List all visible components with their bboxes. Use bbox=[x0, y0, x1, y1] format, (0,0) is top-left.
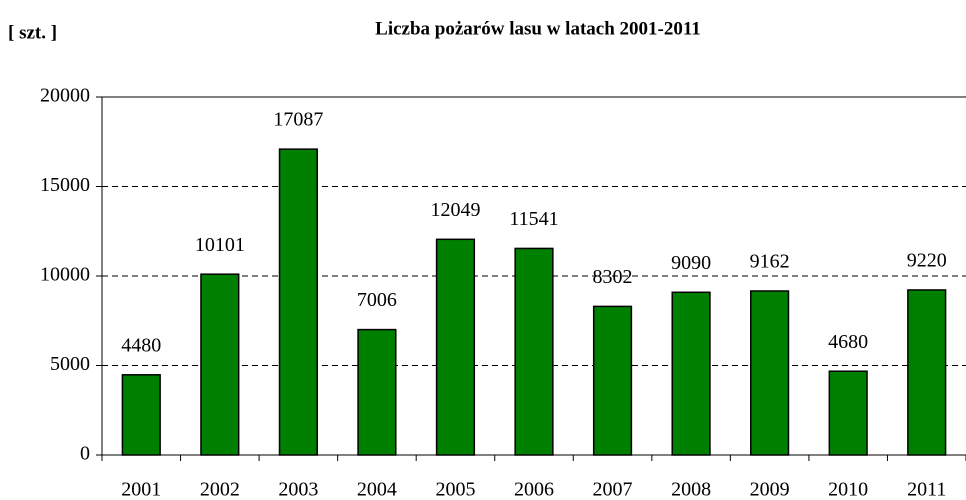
bar bbox=[435, 238, 476, 456]
bar bbox=[278, 148, 318, 456]
bar bbox=[828, 370, 868, 456]
chart-title: Liczba pożarów lasu w latach 2001-2011 bbox=[375, 18, 701, 39]
x-tick-label: 2011 bbox=[907, 479, 946, 500]
y-tick-label: 20000 bbox=[40, 85, 90, 107]
data-label: 8302 bbox=[593, 266, 633, 288]
data-label: 10101 bbox=[195, 234, 245, 256]
x-tick-label: 2008 bbox=[671, 479, 711, 500]
x-tick-label: 2004 bbox=[357, 479, 397, 500]
data-label: 7006 bbox=[357, 289, 397, 311]
x-tick-label: 2001 bbox=[121, 479, 161, 500]
x-tick-label: 2009 bbox=[750, 479, 790, 500]
bar bbox=[200, 273, 240, 456]
data-label: 17087 bbox=[273, 109, 323, 131]
data-label: 9162 bbox=[750, 251, 790, 273]
x-tick-label: 2005 bbox=[435, 479, 475, 500]
x-tick-label: 2007 bbox=[593, 479, 633, 500]
bar bbox=[750, 290, 790, 456]
data-label: 9090 bbox=[671, 252, 711, 274]
x-tick-label: 2010 bbox=[828, 479, 868, 500]
data-label: 11541 bbox=[509, 208, 558, 230]
bar bbox=[514, 247, 554, 456]
y-axis-label: [ szt. ] bbox=[8, 22, 57, 43]
bar bbox=[121, 374, 161, 456]
x-tick-label: 2002 bbox=[200, 479, 240, 500]
y-tick-label: 0 bbox=[80, 443, 90, 465]
data-label: 4480 bbox=[121, 334, 161, 356]
bar bbox=[671, 291, 711, 456]
y-tick-label: 15000 bbox=[40, 174, 90, 196]
x-tick-label: 2006 bbox=[514, 479, 554, 500]
data-label: 9220 bbox=[907, 250, 947, 272]
data-label: 12049 bbox=[430, 199, 480, 221]
data-label: 4680 bbox=[828, 331, 868, 353]
bar bbox=[592, 305, 633, 456]
y-tick-label: 5000 bbox=[50, 353, 90, 375]
bar bbox=[357, 328, 397, 456]
bar bbox=[907, 289, 947, 456]
x-tick-label: 2003 bbox=[278, 479, 318, 500]
y-tick-label: 10000 bbox=[40, 264, 90, 286]
